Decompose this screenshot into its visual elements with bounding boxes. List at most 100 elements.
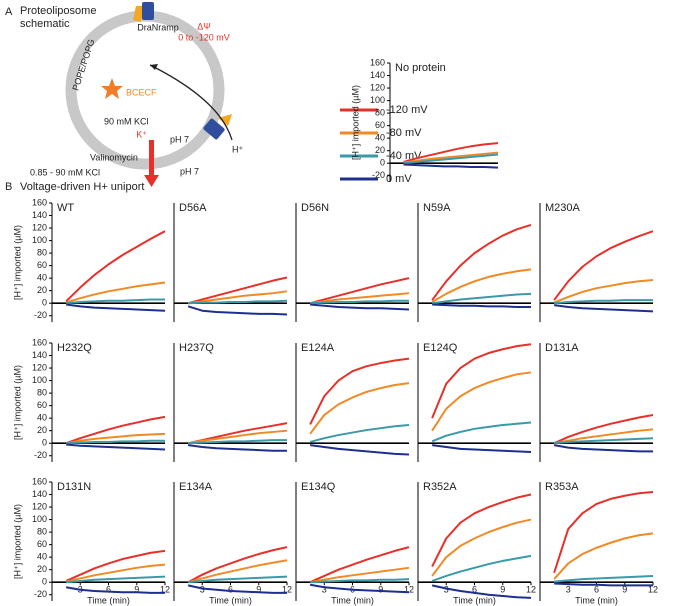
data-line: [65, 586, 165, 594]
h-ion: H⁺: [232, 144, 243, 154]
y-axis-label: [H⁺] imported (µM): [350, 85, 360, 160]
y-tick-label: 60: [37, 260, 47, 270]
data-line: [554, 299, 653, 305]
panel-title: R352A: [423, 481, 457, 493]
k-arrowhead: [144, 175, 159, 187]
y-tick-label: 40: [37, 413, 47, 423]
y-tick-label: 0: [380, 158, 385, 168]
x-tick-label: 3: [566, 585, 571, 595]
y-tick-label: -20: [34, 589, 47, 599]
x-axis-label: Time (min): [453, 595, 496, 605]
y-tick-label: 80: [37, 526, 47, 536]
proton-arrow: [149, 64, 233, 141]
y-tick-label: 40: [37, 273, 47, 283]
x-tick-label: 6: [472, 585, 477, 595]
x-tick-label: 9: [256, 585, 261, 595]
data-line: [431, 371, 532, 432]
data-line: [431, 444, 532, 453]
y-tick-label: 20: [37, 425, 47, 435]
data-line: [309, 444, 410, 456]
protein-label: DraNramp: [137, 22, 179, 32]
data-line: [65, 281, 166, 304]
y-tick-label: 80: [37, 387, 47, 397]
data-line: [431, 268, 532, 303]
legend-label: -80 mV: [386, 127, 422, 139]
panel-title: E134A: [179, 481, 213, 493]
y-tick-label: 80: [37, 247, 47, 257]
panel-title: H232Q: [57, 342, 92, 354]
data-line: [431, 343, 532, 419]
data-line: [187, 305, 288, 316]
dye-star: [101, 78, 123, 99]
data-line: [309, 424, 410, 443]
data-line: [309, 546, 410, 584]
y-tick-label: 0: [42, 438, 47, 448]
data-line: [65, 549, 166, 582]
data-line: [187, 276, 288, 305]
y-tick-label: 120: [32, 501, 47, 511]
y-tick-label: 0: [42, 298, 47, 308]
data-line: [187, 429, 288, 445]
voltage-range: 0 to -120 mV: [178, 32, 230, 42]
data-line: [403, 163, 499, 169]
x-tick-label: 12: [648, 585, 658, 595]
inside-kcl: 90 mM KCl: [104, 116, 149, 126]
y-tick-label: 160: [370, 57, 385, 67]
y-tick-label: 20: [37, 285, 47, 295]
y-axis-label: [H⁺] imported (µM): [12, 225, 22, 300]
y-tick-label: 120: [370, 82, 385, 92]
x-axis-label: Time (min): [209, 595, 252, 605]
x-axis-label: Time (min): [575, 595, 618, 605]
x-tick-label: 3: [200, 585, 205, 595]
y-tick-label: 40: [37, 552, 47, 562]
data-line: [553, 230, 654, 301]
panel-label: A: [5, 6, 13, 18]
data-line: [309, 382, 410, 435]
y-tick-label: 60: [37, 400, 47, 410]
ph-inside: pH 7: [170, 134, 189, 144]
x-tick-label: 9: [134, 585, 139, 595]
y-tick-label: 120: [32, 362, 47, 372]
data-line: [66, 439, 165, 445]
data-line: [554, 574, 654, 583]
data-line: [309, 292, 410, 305]
panel-title: WT: [57, 202, 74, 214]
panel-title: D56N: [301, 202, 329, 214]
outside-kcl: 0.85 - 90 mM KCl: [30, 167, 100, 177]
data-line: [310, 578, 410, 584]
x-axis-label: Time (min): [331, 595, 374, 605]
data-line: [553, 279, 654, 304]
y-tick-label: 140: [32, 210, 47, 220]
panel-title: E124A: [301, 342, 335, 354]
y-tick-label: -20: [34, 450, 47, 460]
data-line: [187, 290, 288, 305]
panel-title: N59A: [423, 202, 451, 214]
y-tick-label: 140: [370, 70, 385, 80]
data-line: [187, 546, 288, 584]
panel-title: M230A: [545, 202, 581, 214]
y-axis-label: [H⁺] imported (µM): [12, 504, 22, 579]
y-tick-label: 20: [375, 145, 385, 155]
data-line: [553, 491, 654, 574]
data-line: [553, 532, 654, 580]
y-tick-label: 100: [370, 95, 385, 105]
panel-title: E124Q: [423, 342, 458, 354]
data-line: [309, 357, 410, 425]
y-tick-label: 160: [32, 476, 47, 486]
data-line: [187, 559, 288, 584]
data-line: [431, 493, 532, 568]
panel-title: D56A: [179, 202, 207, 214]
data-line: [403, 151, 499, 164]
y-axis-label: [H⁺] imported (µM): [12, 365, 22, 440]
data-line: [65, 415, 166, 445]
protein-wing-2: [218, 114, 232, 126]
x-tick-label: 12: [282, 585, 292, 595]
data-line: [403, 153, 499, 165]
data-line: [553, 414, 654, 445]
data-line: [431, 292, 532, 305]
data-line: [431, 223, 532, 301]
data-line: [187, 584, 287, 594]
data-line: [554, 437, 654, 445]
